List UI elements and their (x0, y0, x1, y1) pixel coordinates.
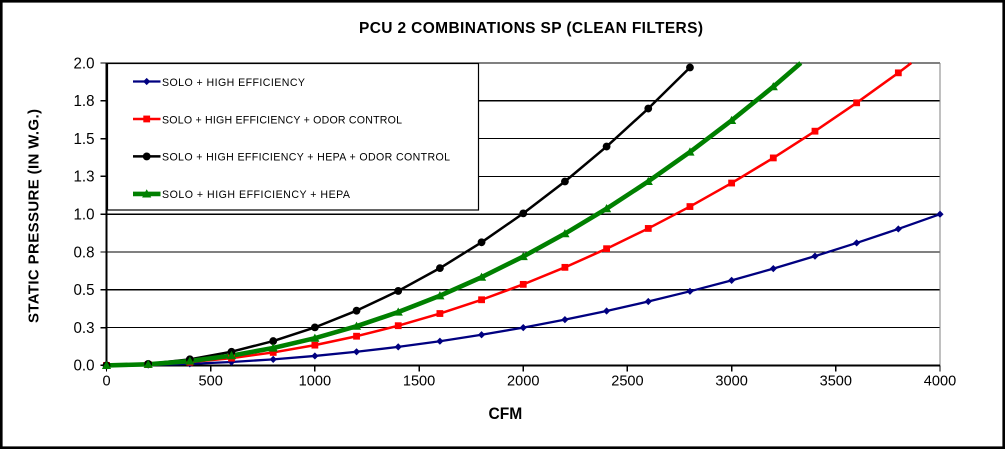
svg-text:1.3: 1.3 (74, 169, 95, 186)
svg-text:CFM: CFM (489, 404, 523, 423)
svg-text:4000: 4000 (924, 373, 956, 390)
svg-text:0.8: 0.8 (74, 244, 95, 261)
svg-text:1.8: 1.8 (74, 93, 95, 110)
svg-text:SOLO + HIGH EFFICIENCY: SOLO + HIGH EFFICIENCY (162, 77, 305, 89)
svg-text:SOLO + HIGH EFFICIENCY + ODOR: SOLO + HIGH EFFICIENCY + ODOR CONTROL (162, 114, 402, 126)
svg-text:STATIC PRESSURE (IN W.G.): STATIC PRESSURE (IN W.G.) (25, 109, 42, 323)
svg-text:0.0: 0.0 (74, 358, 95, 375)
svg-text:2500: 2500 (611, 373, 643, 390)
svg-text:0: 0 (102, 373, 110, 390)
svg-text:3000: 3000 (715, 373, 747, 390)
svg-text:0.5: 0.5 (74, 282, 95, 299)
svg-text:PCU 2 COMBINATIONS SP (CLEAN F: PCU 2 COMBINATIONS SP (CLEAN FILTERS) (359, 20, 703, 37)
svg-text:0.3: 0.3 (74, 320, 95, 337)
svg-text:1000: 1000 (299, 373, 331, 390)
svg-text:SOLO + HIGH EFFICIENCY + HEPA: SOLO + HIGH EFFICIENCY + HEPA (162, 189, 351, 201)
svg-text:1.0: 1.0 (74, 207, 95, 224)
svg-text:1.5: 1.5 (74, 131, 95, 148)
svg-text:1500: 1500 (403, 373, 435, 390)
svg-text:2000: 2000 (507, 373, 539, 390)
svg-text:2.0: 2.0 (74, 55, 95, 72)
svg-text:SOLO + HIGH EFFICIENCY + HEPA: SOLO + HIGH EFFICIENCY + HEPA + ODOR CON… (162, 152, 450, 164)
svg-text:500: 500 (199, 373, 223, 390)
svg-text:3500: 3500 (820, 373, 852, 390)
